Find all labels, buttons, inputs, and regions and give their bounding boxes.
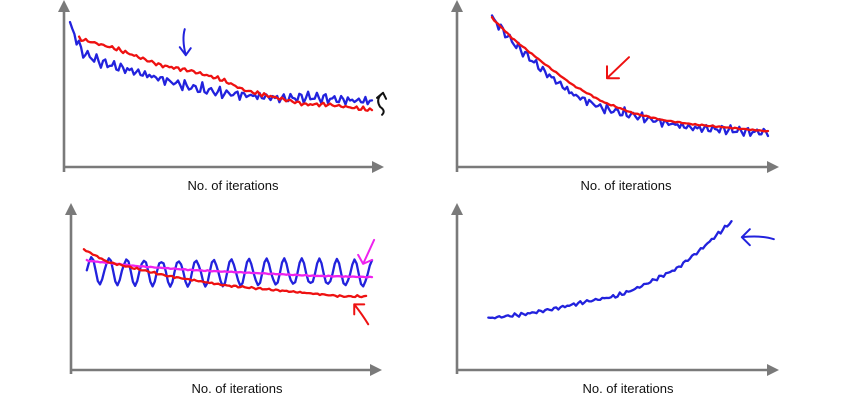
series-line: [85, 258, 374, 279]
y-axis-arrowhead: [451, 0, 463, 12]
annotation-arrow: [357, 238, 376, 265]
annotation-arrow: [353, 303, 370, 326]
series-layer: [68, 20, 374, 112]
annotation-arrow: [740, 228, 775, 247]
annotation-layer: [740, 228, 775, 247]
x-axis-label: No. of iterations: [187, 178, 279, 193]
y-axis-arrowhead: [451, 203, 463, 215]
x-axis-label: No. of iterations: [191, 381, 283, 396]
x-axis-label: No. of iterations: [582, 381, 674, 396]
x-axis-arrowhead: [372, 161, 384, 173]
annotation-layer: [178, 28, 388, 116]
series-line: [77, 35, 374, 112]
x-axis-label: No. of iterations: [580, 178, 672, 193]
series-layer: [82, 248, 374, 299]
series-line: [82, 248, 368, 299]
annotation-layer: [353, 238, 376, 326]
series-line: [490, 16, 770, 133]
x-axis-arrowhead: [767, 364, 779, 376]
series-line: [490, 14, 770, 138]
plot-panel-top-right: No. of iterations: [451, 0, 779, 193]
y-axis-arrowhead: [58, 0, 70, 12]
series-line: [68, 20, 374, 106]
x-axis-arrowhead: [370, 364, 382, 376]
annotation-layer: [606, 56, 630, 80]
annotation-arrow: [606, 56, 630, 80]
series-layer: [487, 220, 733, 320]
plot-panel-bottom-right: No. of iterations: [451, 203, 779, 396]
y-axis-arrowhead: [65, 203, 77, 215]
plot-panel-bottom-left: No. of iterations: [65, 203, 382, 396]
series-layer: [490, 14, 770, 138]
annotation-arrow: [376, 91, 388, 116]
x-axis-arrowhead: [767, 161, 779, 173]
series-line: [487, 220, 733, 320]
annotation-arrow: [178, 28, 192, 57]
plot-panel-top-left: No. of iterations: [58, 0, 388, 193]
